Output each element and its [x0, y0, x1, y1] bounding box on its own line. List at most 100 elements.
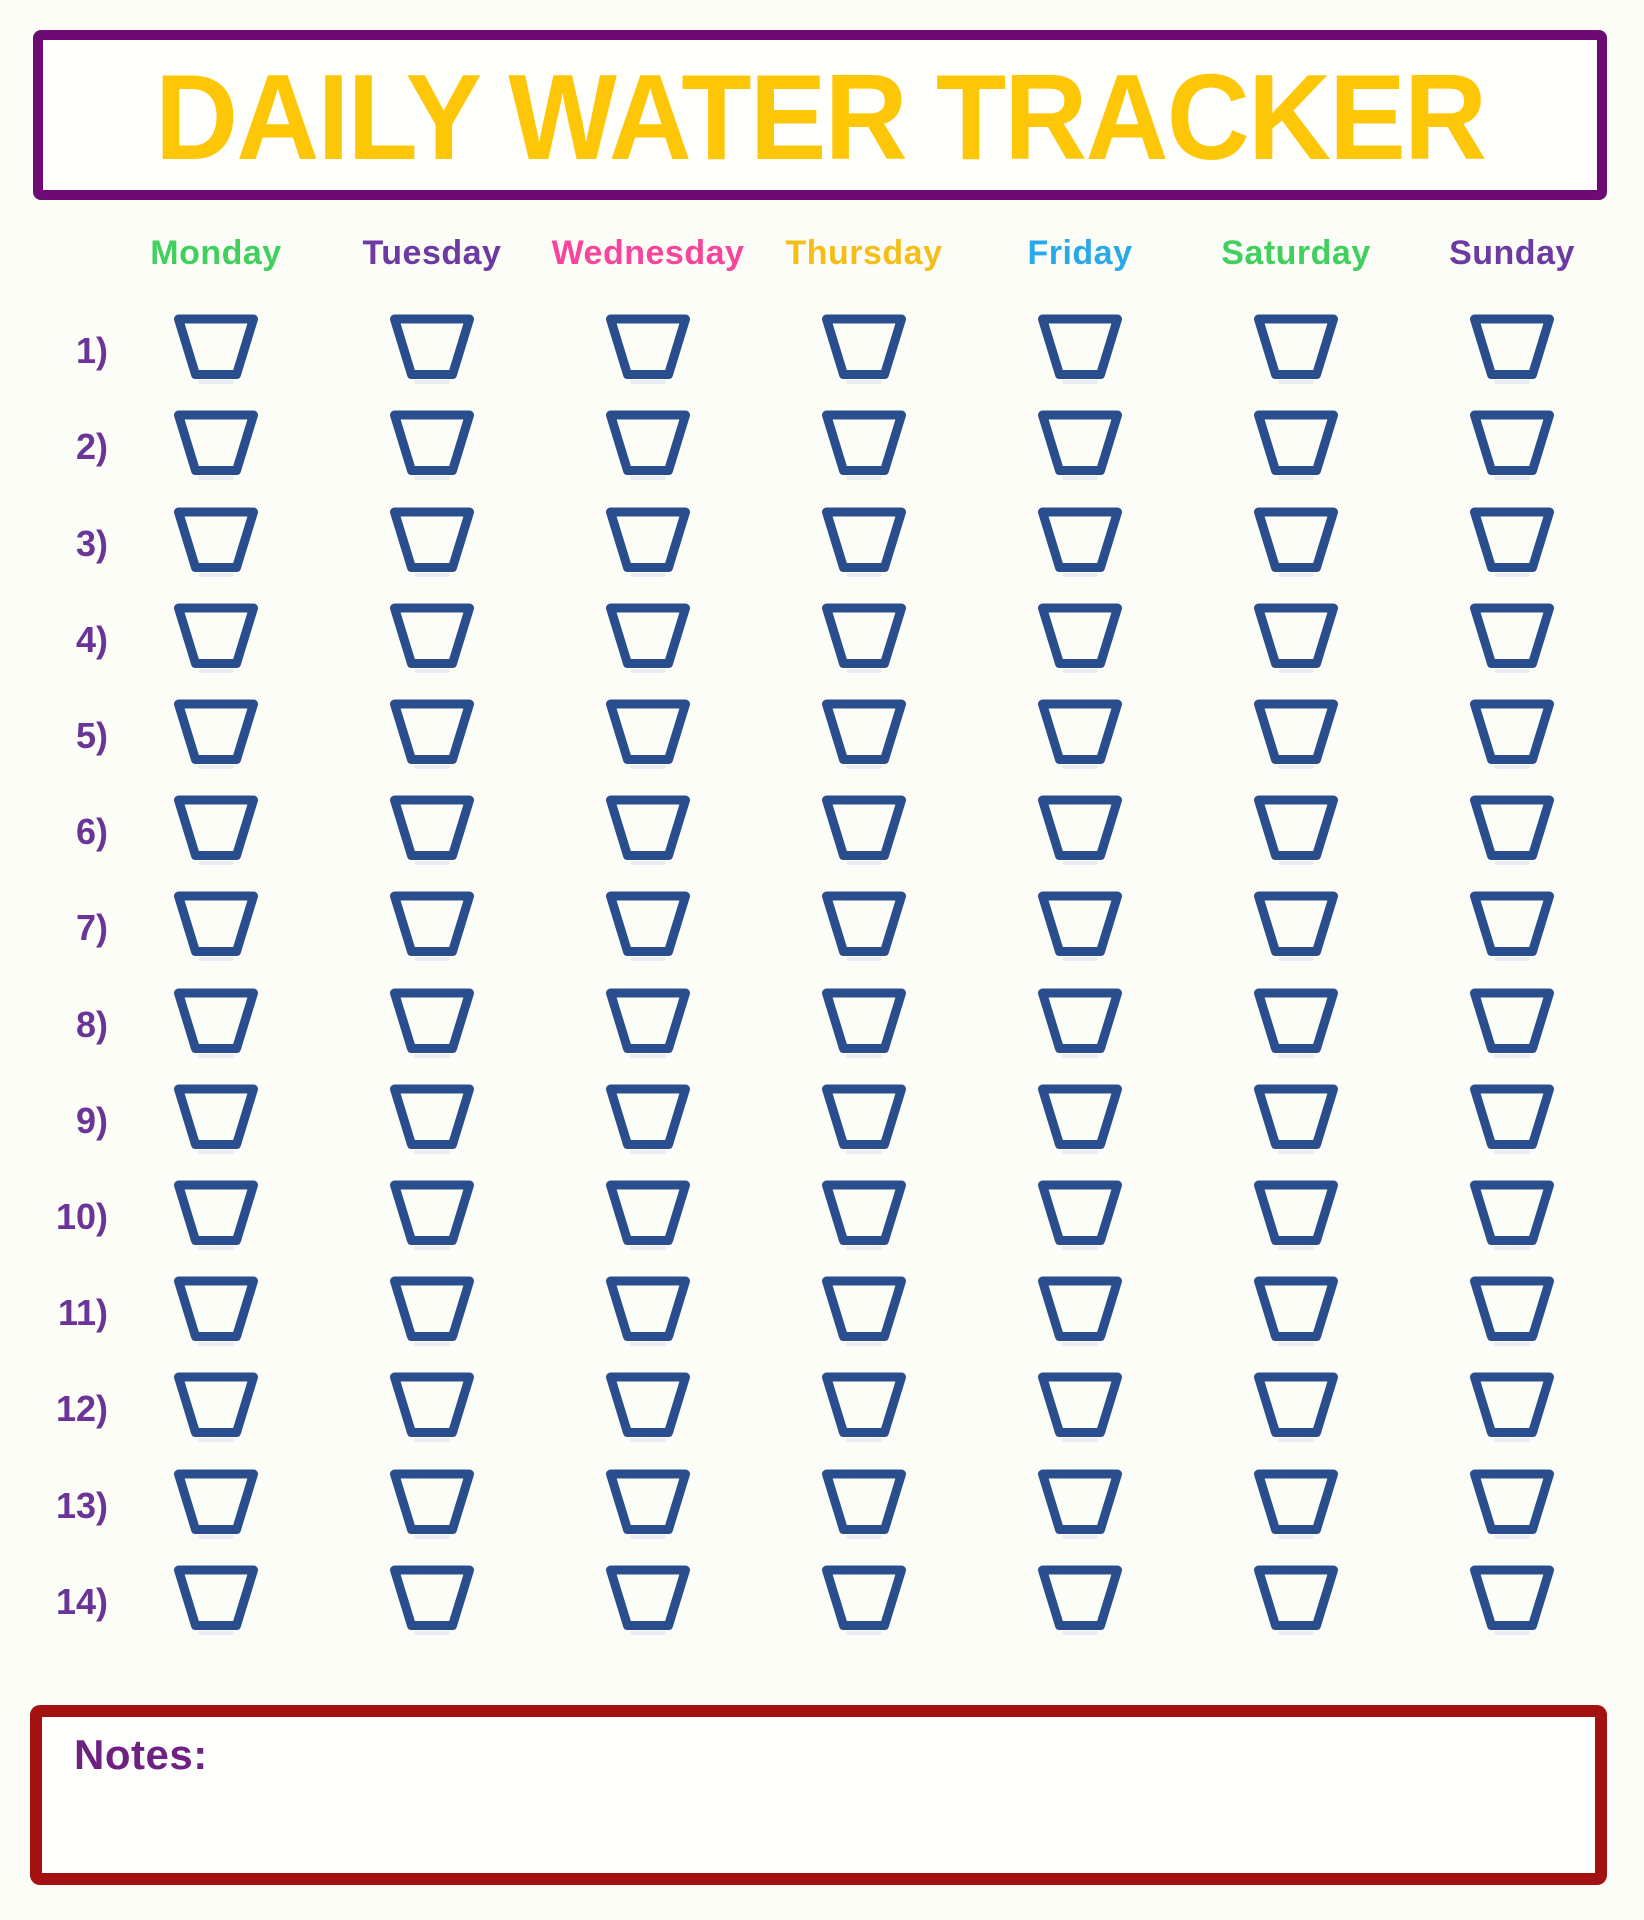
cup-icon[interactable] — [972, 975, 1188, 1071]
cup-icon[interactable] — [1188, 1263, 1404, 1359]
cup-icon[interactable] — [324, 686, 540, 782]
cup-icon[interactable] — [972, 1071, 1188, 1167]
cup-icon[interactable] — [540, 493, 756, 589]
cup-icon[interactable] — [756, 1552, 972, 1648]
cup-icon[interactable] — [108, 975, 324, 1071]
cup-icon[interactable] — [324, 301, 540, 397]
cup-icon[interactable] — [972, 1263, 1188, 1359]
cup-icon[interactable] — [540, 782, 756, 878]
cup-icon[interactable] — [540, 1167, 756, 1263]
cup-icon[interactable] — [1188, 1456, 1404, 1552]
cup-icon[interactable] — [1404, 301, 1620, 397]
cup-icon[interactable] — [756, 1456, 972, 1552]
cup-icon[interactable] — [324, 493, 540, 589]
cup-icon[interactable] — [972, 1359, 1188, 1455]
cup-icon[interactable] — [540, 1071, 756, 1167]
cup-icon[interactable] — [1188, 1359, 1404, 1455]
cup-icon[interactable] — [108, 397, 324, 493]
cup-icon[interactable] — [1404, 878, 1620, 974]
cup-icon[interactable] — [108, 878, 324, 974]
cup-icon[interactable] — [1404, 1552, 1620, 1648]
cup-icon[interactable] — [108, 1167, 324, 1263]
cup-icon[interactable] — [972, 1552, 1188, 1648]
cup-icon[interactable] — [324, 782, 540, 878]
cup-icon[interactable] — [1404, 590, 1620, 686]
cup-icon[interactable] — [108, 1263, 324, 1359]
notes-input-area[interactable] — [54, 1787, 1583, 1867]
cup-icon[interactable] — [972, 1167, 1188, 1263]
cup-icon[interactable] — [540, 1359, 756, 1455]
cup-icon[interactable] — [1404, 686, 1620, 782]
cup-icon[interactable] — [1404, 1071, 1620, 1167]
cup-icon[interactable] — [1404, 1456, 1620, 1552]
cup-icon[interactable] — [1404, 1263, 1620, 1359]
cup-icon[interactable] — [756, 590, 972, 686]
cup-icon[interactable] — [972, 301, 1188, 397]
cup-icon[interactable] — [1188, 878, 1404, 974]
cup-icon[interactable] — [1188, 1552, 1404, 1648]
cup-icon[interactable] — [1404, 1359, 1620, 1455]
cup-icon[interactable] — [756, 493, 972, 589]
cup-icon[interactable] — [108, 301, 324, 397]
cup-icon[interactable] — [972, 686, 1188, 782]
cup-icon[interactable] — [540, 590, 756, 686]
cup-icon[interactable] — [756, 975, 972, 1071]
cup-icon[interactable] — [108, 1071, 324, 1167]
cup-icon[interactable] — [1404, 975, 1620, 1071]
cup-icon[interactable] — [756, 397, 972, 493]
cup-icon[interactable] — [324, 975, 540, 1071]
cup-icon[interactable] — [540, 878, 756, 974]
cup-icon[interactable] — [756, 1071, 972, 1167]
cup-icon[interactable] — [108, 1456, 324, 1552]
cup-icon[interactable] — [756, 686, 972, 782]
cup-icon[interactable] — [540, 1456, 756, 1552]
cup-icon[interactable] — [756, 1167, 972, 1263]
cup-icon[interactable] — [108, 1552, 324, 1648]
cup-icon[interactable] — [324, 1456, 540, 1552]
cup-icon[interactable] — [540, 397, 756, 493]
cup-icon[interactable] — [972, 878, 1188, 974]
cup-icon[interactable] — [108, 1359, 324, 1455]
cup-icon[interactable] — [324, 590, 540, 686]
cup-icon[interactable] — [1404, 782, 1620, 878]
cup-icon[interactable] — [972, 493, 1188, 589]
cup-icon[interactable] — [1404, 397, 1620, 493]
cup-icon[interactable] — [540, 1552, 756, 1648]
cup-icon[interactable] — [324, 1071, 540, 1167]
cup-icon[interactable] — [972, 397, 1188, 493]
cup-icon[interactable] — [756, 1263, 972, 1359]
cup-icon[interactable] — [972, 590, 1188, 686]
cup-icon[interactable] — [324, 1263, 540, 1359]
cup-icon[interactable] — [756, 782, 972, 878]
cup-icon[interactable] — [324, 1359, 540, 1455]
cup-icon[interactable] — [756, 878, 972, 974]
cup-icon[interactable] — [108, 686, 324, 782]
cup-icon[interactable] — [1188, 590, 1404, 686]
cup-icon[interactable] — [108, 782, 324, 878]
cup-icon[interactable] — [1188, 301, 1404, 397]
cup-icon[interactable] — [108, 590, 324, 686]
cup-icon[interactable] — [1188, 1167, 1404, 1263]
cup-icon[interactable] — [756, 301, 972, 397]
cup-icon[interactable] — [108, 493, 324, 589]
cup-icon[interactable] — [324, 1167, 540, 1263]
cup-icon[interactable] — [540, 301, 756, 397]
cup-icon[interactable] — [1188, 1071, 1404, 1167]
cup-icon[interactable] — [972, 1456, 1188, 1552]
cup-icon[interactable] — [1404, 493, 1620, 589]
cup-icon[interactable] — [1188, 975, 1404, 1071]
cup-icon[interactable] — [324, 878, 540, 974]
cup-icon[interactable] — [1404, 1167, 1620, 1263]
cup-icon[interactable] — [1188, 397, 1404, 493]
cup-icon[interactable] — [756, 1359, 972, 1455]
cup-icon[interactable] — [540, 686, 756, 782]
cup-icon[interactable] — [1188, 686, 1404, 782]
cup-icon[interactable] — [1188, 493, 1404, 589]
cup-icon[interactable] — [540, 1263, 756, 1359]
cup-icon[interactable] — [324, 397, 540, 493]
cup-icon[interactable] — [1188, 782, 1404, 878]
cup-icon[interactable] — [972, 782, 1188, 878]
cup-icon[interactable] — [540, 975, 756, 1071]
cup-icon[interactable] — [324, 1552, 540, 1648]
